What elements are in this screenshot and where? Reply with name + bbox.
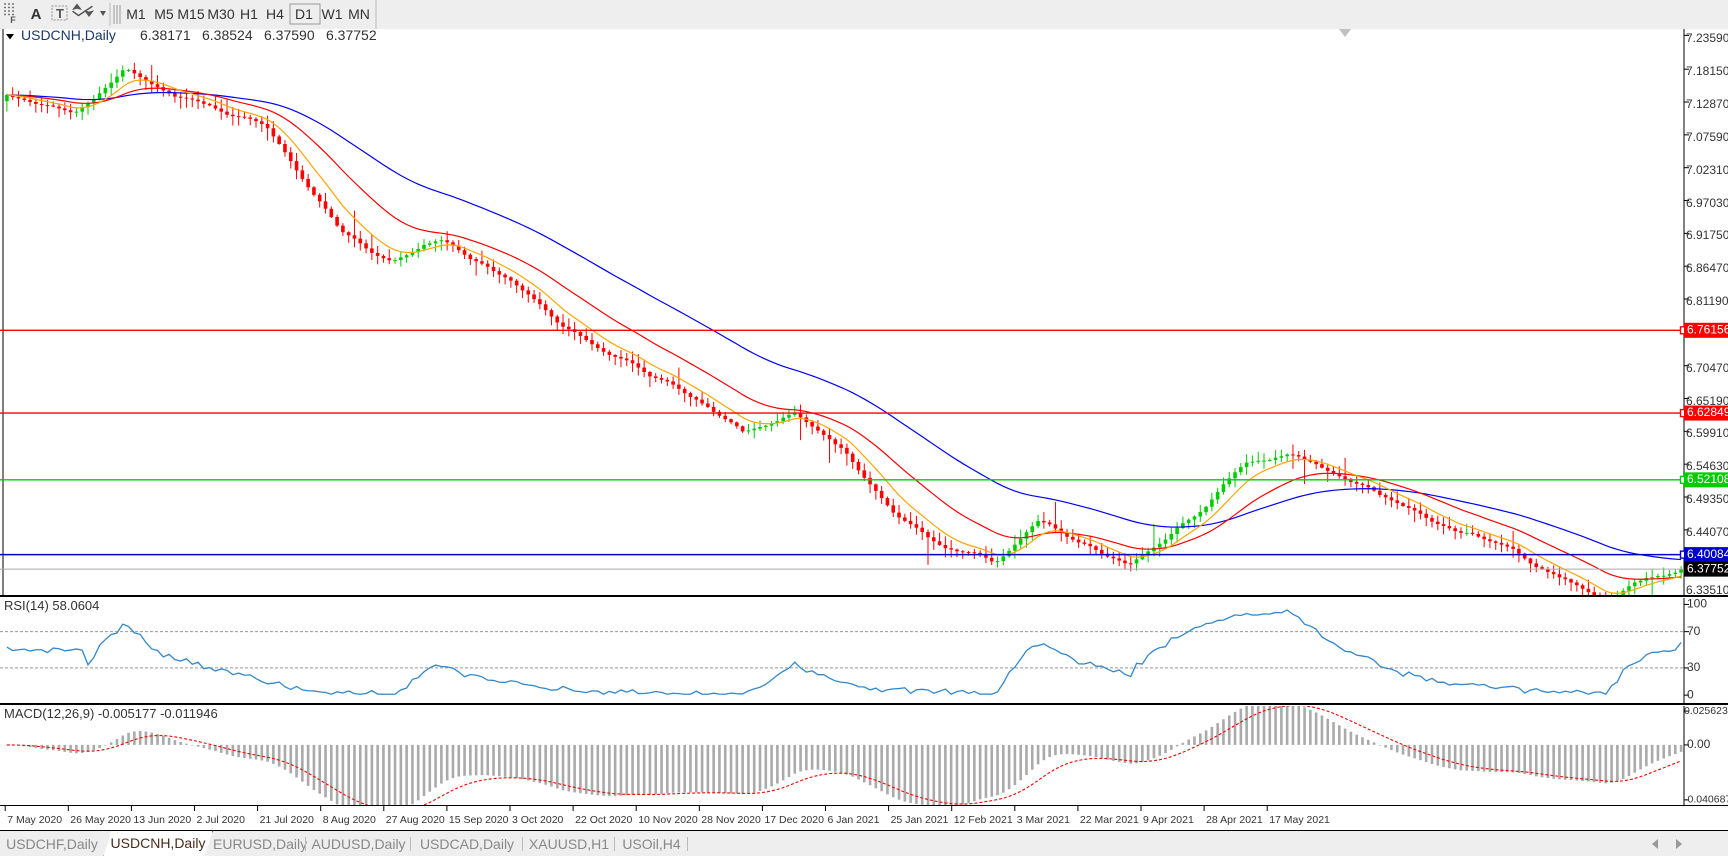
svg-text:3 Oct 2020: 3 Oct 2020 — [512, 814, 564, 826]
svg-text:12 Feb 2021: 12 Feb 2021 — [954, 814, 1013, 826]
svg-text:25 Jan 2021: 25 Jan 2021 — [891, 814, 949, 826]
svg-text:22 Oct 2020: 22 Oct 2020 — [575, 814, 632, 826]
svg-text:M5: M5 — [154, 6, 174, 22]
svg-text:10 Nov 2020: 10 Nov 2020 — [638, 814, 698, 826]
svg-text:8 Aug 2020: 8 Aug 2020 — [323, 814, 376, 826]
svg-text:T: T — [56, 6, 64, 21]
svg-text:13 Jun 2020: 13 Jun 2020 — [133, 814, 191, 826]
svg-text:6 Jan 2021: 6 Jan 2021 — [828, 814, 880, 826]
svg-text:17 Dec 2020: 17 Dec 2020 — [764, 814, 824, 826]
svg-text:22 Mar 2021: 22 Mar 2021 — [1080, 814, 1139, 826]
svg-text:MN: MN — [348, 6, 370, 22]
svg-text:M30: M30 — [207, 6, 234, 22]
svg-text:17 May 2021: 17 May 2021 — [1269, 814, 1330, 826]
svg-text:H1: H1 — [240, 6, 258, 22]
svg-text:M1: M1 — [126, 6, 146, 22]
svg-text:9 Apr 2021: 9 Apr 2021 — [1143, 814, 1194, 826]
svg-text:28 Apr 2021: 28 Apr 2021 — [1206, 814, 1263, 826]
svg-text:W1: W1 — [322, 6, 343, 22]
svg-text:26 May 2020: 26 May 2020 — [70, 814, 131, 826]
svg-text:15 Sep 2020: 15 Sep 2020 — [449, 814, 509, 826]
svg-text:D1: D1 — [295, 6, 313, 22]
svg-text:M15: M15 — [177, 6, 204, 22]
svg-text:A: A — [31, 6, 42, 23]
svg-text:28 Nov 2020: 28 Nov 2020 — [701, 814, 761, 826]
svg-text:7 May 2020: 7 May 2020 — [7, 814, 62, 826]
svg-text:H4: H4 — [266, 6, 284, 22]
svg-text:2 Jul 2020: 2 Jul 2020 — [197, 814, 246, 826]
svg-text:F: F — [10, 15, 16, 25]
svg-text:3 Mar 2021: 3 Mar 2021 — [1017, 814, 1070, 826]
svg-text:27 Aug 2020: 27 Aug 2020 — [386, 814, 445, 826]
svg-text:21 Jul 2020: 21 Jul 2020 — [260, 814, 314, 826]
